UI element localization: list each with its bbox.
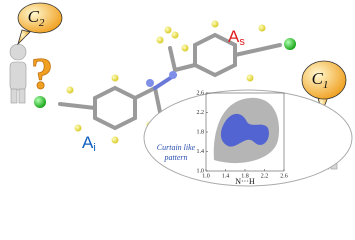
figure-left: [9, 43, 27, 104]
fragment-label: As: [228, 27, 245, 47]
x-tick-label: 1.8: [241, 173, 249, 179]
molecule: [58, 32, 282, 131]
letter: C: [312, 69, 324, 88]
y-tick-label: 2.6: [197, 90, 205, 96]
y-tick-label: 1.4: [197, 149, 205, 155]
annotation: Curtain like: [157, 143, 196, 152]
bubble-c2: [17, 2, 63, 46]
letter: A: [228, 27, 240, 46]
annotation: pattern: [163, 153, 187, 162]
x-axis-label: N···H: [235, 177, 255, 186]
blue-cloud: [220, 113, 269, 147]
y-tick-label: 1.0: [197, 168, 205, 174]
x-tick-label: 2.6: [280, 173, 288, 179]
subscript: 1: [323, 79, 329, 91]
subscript: s: [239, 36, 245, 48]
nitrogen: [146, 79, 154, 87]
x-tick-label: 1.4: [222, 173, 230, 179]
bubble-c1: [301, 60, 347, 114]
y-tick-label: 1.8: [197, 129, 205, 135]
chlorine: [34, 96, 46, 108]
letter: A: [82, 133, 94, 152]
question-mark: ?: [31, 49, 53, 98]
y-tick-label: 2.2: [197, 110, 205, 116]
graphical-abstract: ? C2 C1 As Ai Curtain like pattern: [9, 2, 353, 187]
subscript: 2: [39, 17, 45, 29]
nitrogen: [169, 71, 177, 79]
chlorine: [284, 38, 296, 50]
subscript: i: [93, 142, 95, 154]
letter: C: [28, 7, 40, 26]
fragment-label: Ai: [82, 133, 96, 153]
x-tick-label: 1.0: [202, 173, 210, 179]
bubble-label: C2: [28, 7, 45, 29]
inset-plot: Curtain like pattern N···H 1.0 1.4 1.8 2.2 2…: [157, 90, 288, 185]
bubble-label: C1: [312, 69, 329, 91]
x-tick-label: 2.2: [261, 173, 269, 179]
